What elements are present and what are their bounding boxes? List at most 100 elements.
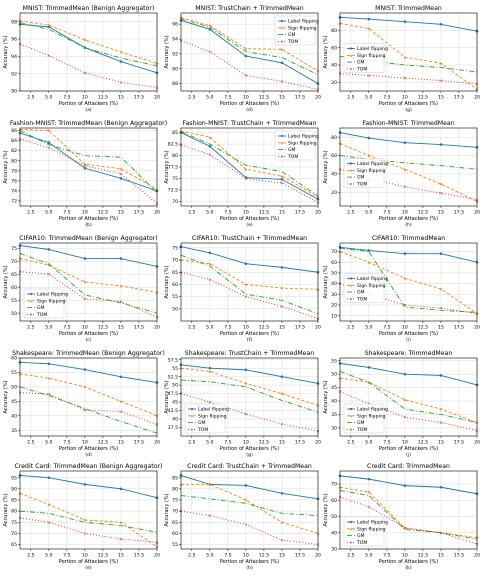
legend-label: Label flipping	[357, 276, 388, 282]
data-point: ★	[47, 23, 51, 29]
legend-label: Sign flipping	[357, 526, 386, 532]
x-tick-label: 15	[438, 95, 444, 101]
data-point	[280, 266, 284, 269]
x-tick-label: 15	[118, 553, 124, 559]
x-tick-label: 20	[315, 553, 321, 559]
y-tick-label: 85	[172, 475, 178, 481]
y-tick-label: 60	[331, 260, 337, 266]
y-tick-label: 72.5	[168, 188, 178, 194]
x-tick-label: 20	[474, 95, 480, 101]
data-point	[119, 177, 123, 180]
y-tick-label: 75	[172, 176, 178, 182]
legend-label: Label flipping	[357, 407, 388, 413]
chart-12: Shakespeare: TrimmedMean 2.5 5.0 7.5 10 12.5 1…	[323, 350, 480, 458]
data-point: ×	[119, 409, 123, 415]
legend-marker: ★	[280, 140, 284, 145]
x-tick-label: 12.5	[259, 95, 269, 101]
chart-title: Shakespeare: TrustChain + TrimmedMean	[185, 350, 314, 357]
x-axis-label: Portion of Attackers (%)	[379, 101, 438, 107]
chart-2: MNIST: TrustChain + TrimmedMean 2.5 5.0 7.5…	[164, 5, 321, 113]
x-axis-label: Portion of Attackers (%)	[220, 216, 279, 222]
data-point	[439, 485, 443, 489]
chart-title: Credit Card: TrustChain + TrimmedMean	[187, 463, 312, 470]
data-point: ★	[83, 518, 87, 524]
data-point: ★	[47, 376, 51, 382]
data-point: ★	[367, 490, 371, 496]
data-point: ×	[83, 163, 87, 169]
x-tick-label: 2.5	[27, 440, 34, 446]
x-tick-label: 5.0	[45, 95, 52, 101]
x-tick-label: 17.5	[454, 325, 464, 331]
x-axis-label: Portion of Attackers (%)	[59, 101, 118, 107]
y-tick-label: 70	[11, 531, 17, 537]
x-tick-label: 7.5	[383, 440, 390, 446]
x-tick-label: 2.5	[347, 553, 354, 559]
legend-box	[343, 43, 385, 73]
x-tick-label: 5.0	[365, 95, 372, 101]
series-line	[339, 247, 478, 313]
x-tick-label: 5.0	[45, 325, 52, 331]
data-point: ★	[403, 276, 407, 282]
y-tick-label: 40	[331, 171, 337, 177]
x-tick-label: 2.5	[27, 325, 34, 331]
y-axis-label: Accuracy (%)	[323, 493, 329, 526]
y-tick-label: 60	[331, 45, 337, 51]
x-tick-label: 7.5	[383, 553, 390, 559]
chart-caption: (d)	[246, 107, 253, 113]
data-point	[403, 252, 407, 255]
x-tick-label: 5.0	[206, 210, 213, 216]
chart-caption: (g)	[246, 452, 253, 458]
x-tick-label: 15	[279, 95, 285, 101]
data-point	[403, 372, 407, 376]
y-axis-label: Accuracy (%)	[323, 150, 329, 183]
chart-10: Shakespeare: TrimmedMean (Benign Aggrega…	[3, 350, 165, 458]
legend-marker: ×	[349, 540, 352, 545]
y-tick-label: 80	[172, 153, 178, 159]
y-tick-label: 55	[331, 358, 337, 364]
y-tick-label: 90	[11, 89, 17, 95]
data-point: ×	[208, 513, 212, 519]
y-tick-label: 40	[331, 399, 337, 405]
data-point: ×	[367, 73, 371, 79]
data-point	[119, 375, 123, 379]
legend-label: TOM	[287, 154, 298, 160]
x-axis-label: Portion of Attackers (%)	[220, 101, 279, 107]
y-tick-label: 10	[331, 313, 337, 319]
legend-label: Label flipping	[288, 134, 319, 140]
data-point: ★	[244, 282, 248, 288]
data-point: ×	[47, 520, 51, 526]
chart-caption: (g)	[405, 107, 412, 113]
x-tick-label: 17.5	[295, 553, 305, 559]
data-point: ★	[280, 47, 284, 53]
series-line	[339, 132, 478, 148]
x-tick-label: 12.5	[418, 210, 428, 216]
data-point: ★	[208, 23, 212, 29]
x-tick-label: 15	[118, 210, 124, 216]
x-tick-label: 12.5	[98, 325, 108, 331]
series-line	[180, 130, 319, 198]
legend-marker	[349, 277, 353, 280]
x-tick-label: 15	[118, 95, 124, 101]
chart-6: Fashion-MNIST: TrimmedMean 2.5 5.0 7.5 10 12.…	[323, 120, 480, 228]
legend-marker: ×	[280, 154, 283, 159]
plot-frame	[339, 357, 478, 437]
data-point	[244, 262, 248, 266]
data-point	[403, 484, 407, 487]
data-point: ×	[119, 171, 123, 177]
legend-marker	[349, 520, 353, 524]
data-point: ★	[208, 482, 212, 488]
data-point	[280, 61, 284, 65]
legend-label: Label flipping	[198, 407, 229, 413]
chart-title: CIFAR10: TrustChain + TrimmedMean	[192, 235, 307, 242]
x-tick-label: 20	[315, 440, 321, 446]
series-line	[180, 475, 319, 500]
y-tick-label: 75	[11, 246, 17, 252]
chart-title: Fashion-MNIST: TrimmedMean	[362, 120, 454, 127]
y-tick-label: 52.5	[168, 374, 178, 380]
x-axis-label: Portion of Attackers (%)	[220, 559, 279, 565]
data-point	[119, 257, 123, 260]
x-tick-label: 17.5	[134, 553, 144, 559]
y-tick-label: 50	[11, 311, 17, 317]
series-line	[180, 131, 319, 197]
